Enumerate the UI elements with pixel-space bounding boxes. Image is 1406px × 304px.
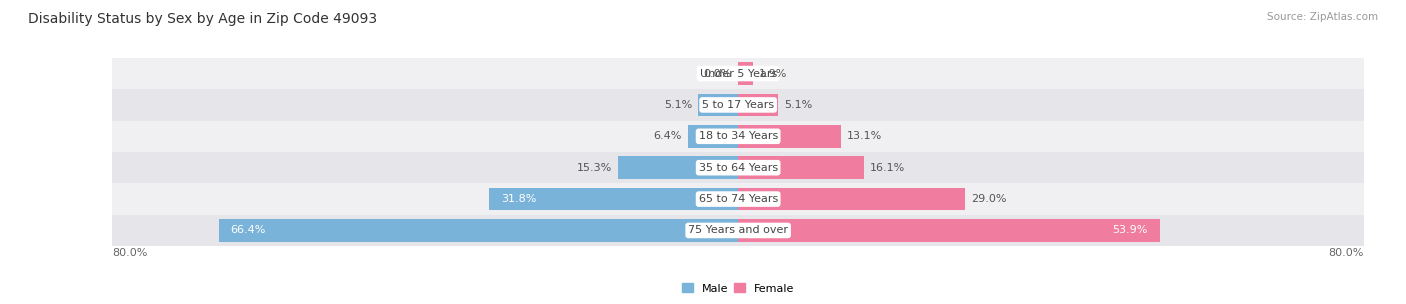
Text: 15.3%: 15.3% xyxy=(576,163,612,173)
Text: 6.4%: 6.4% xyxy=(654,131,682,141)
Text: 29.0%: 29.0% xyxy=(972,194,1007,204)
Bar xyxy=(219,219,738,242)
Bar xyxy=(738,94,778,116)
Text: 0.0%: 0.0% xyxy=(703,68,733,78)
Text: Disability Status by Sex by Age in Zip Code 49093: Disability Status by Sex by Age in Zip C… xyxy=(28,12,377,26)
Legend: Male, Female: Male, Female xyxy=(678,279,799,298)
Text: 18 to 34 Years: 18 to 34 Years xyxy=(699,131,778,141)
Bar xyxy=(699,94,738,116)
Text: 1.9%: 1.9% xyxy=(759,68,787,78)
Text: 5.1%: 5.1% xyxy=(785,100,813,110)
Text: 31.8%: 31.8% xyxy=(501,194,537,204)
Bar xyxy=(619,156,738,179)
Text: Source: ZipAtlas.com: Source: ZipAtlas.com xyxy=(1267,12,1378,22)
Bar xyxy=(688,125,738,148)
Bar xyxy=(112,215,1364,246)
Bar xyxy=(112,121,1364,152)
Bar xyxy=(738,156,865,179)
Text: 80.0%: 80.0% xyxy=(112,248,148,258)
Text: 5.1%: 5.1% xyxy=(664,100,692,110)
Text: 35 to 64 Years: 35 to 64 Years xyxy=(699,163,778,173)
Text: 13.1%: 13.1% xyxy=(846,131,882,141)
Bar xyxy=(738,188,965,210)
Bar xyxy=(112,58,1364,89)
Bar xyxy=(112,152,1364,183)
Text: 5 to 17 Years: 5 to 17 Years xyxy=(702,100,775,110)
Text: 80.0%: 80.0% xyxy=(1329,248,1364,258)
Bar xyxy=(738,125,841,148)
Text: 66.4%: 66.4% xyxy=(231,226,266,236)
Text: 65 to 74 Years: 65 to 74 Years xyxy=(699,194,778,204)
Text: Under 5 Years: Under 5 Years xyxy=(700,68,776,78)
Bar xyxy=(738,219,1160,242)
Text: 75 Years and over: 75 Years and over xyxy=(688,226,789,236)
Text: 16.1%: 16.1% xyxy=(870,163,905,173)
Bar xyxy=(738,62,754,85)
Bar xyxy=(112,89,1364,121)
Bar xyxy=(112,183,1364,215)
Text: 53.9%: 53.9% xyxy=(1112,226,1147,236)
Bar xyxy=(489,188,738,210)
